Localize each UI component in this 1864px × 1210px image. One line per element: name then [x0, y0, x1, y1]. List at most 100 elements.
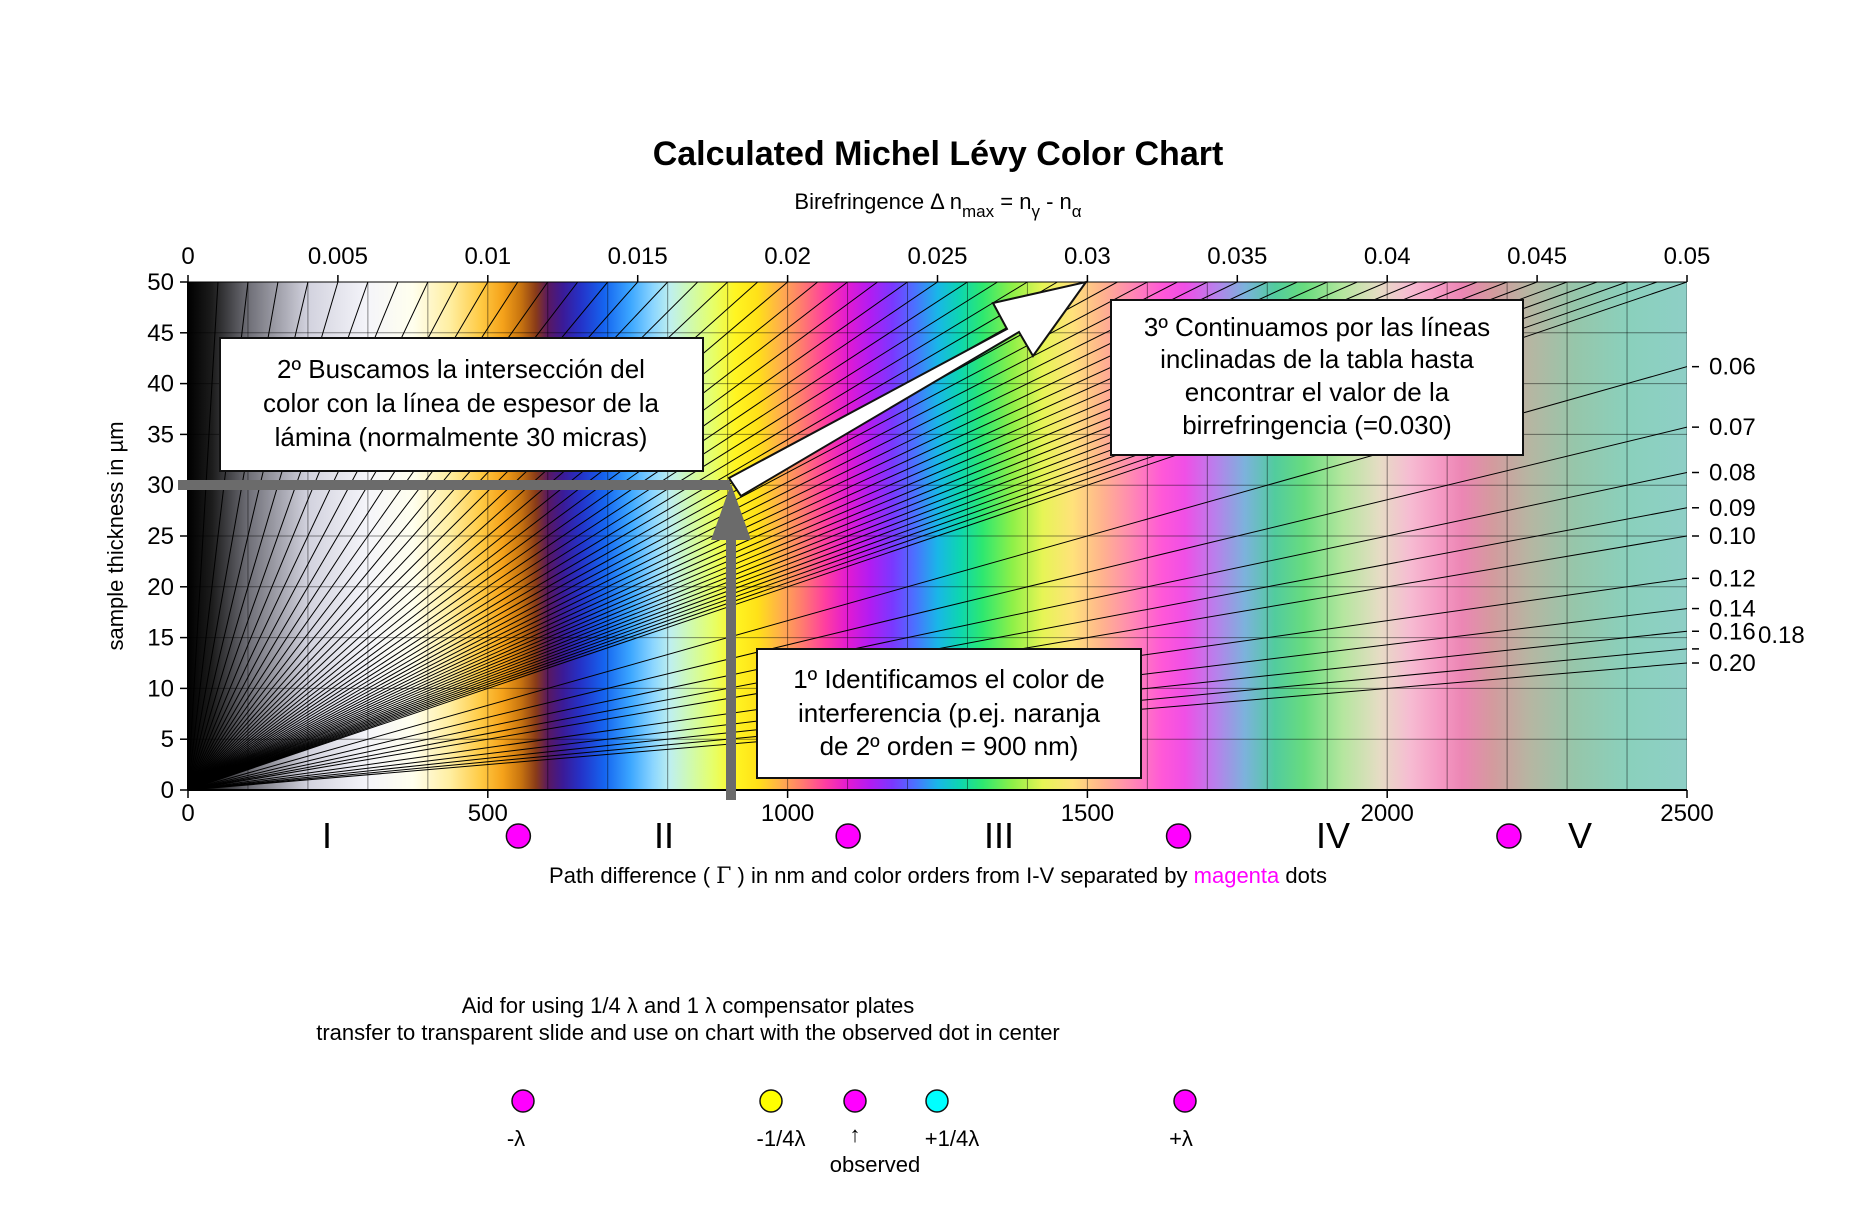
step1-line: 1º Identificamos el color de	[793, 664, 1105, 694]
left-tick-label: 35	[147, 421, 174, 448]
aid-dot-plus-quarter: +1/4λ	[925, 1089, 979, 1151]
right-birefringence-label: 0.07	[1709, 414, 1756, 441]
right-birefringence-label: 0.08	[1709, 460, 1756, 487]
top-tick-label: 0.04	[1364, 243, 1411, 270]
aid-dot-label: +λ	[1169, 1126, 1193, 1151]
bottom-tick-label: 500	[468, 800, 508, 827]
birefringence-line	[188, 282, 908, 790]
top-tick-label: 0.005	[308, 243, 368, 270]
left-tick-label: 0	[161, 777, 174, 804]
birefringence-line	[188, 282, 998, 790]
top-tick-label: 0.01	[464, 243, 511, 270]
observed-arrow-icon: ↑	[850, 1122, 861, 1147]
step3-line: inclinadas de la tabla hasta	[1160, 344, 1474, 374]
right-birefringence-label: 0.14	[1709, 596, 1756, 623]
top-tick-label: 0.05	[1664, 243, 1711, 270]
top-tick-label: 0.045	[1507, 243, 1567, 270]
birefringence-line	[188, 282, 818, 790]
bottom-axis-ticks: 0 500 1000 1500 2000 2500	[181, 790, 1714, 827]
order-label-IV: IV	[1316, 815, 1350, 856]
order-label-III: III	[984, 815, 1014, 856]
birefringence-line	[188, 282, 1058, 790]
top-axis-label-part: Δ	[930, 189, 945, 214]
order-separator-dot	[505, 823, 532, 849]
aid-dot-plus-lambda: +λ	[1169, 1089, 1197, 1151]
aid-dot	[1173, 1089, 1197, 1113]
aid-title: Aid for using 1/4 λ and 1 λ compensator …	[462, 993, 914, 1018]
aid-subtitle: transfer to transparent slide and use on…	[316, 1020, 1060, 1045]
birefringence-line	[188, 282, 878, 790]
aid-dot	[759, 1089, 783, 1113]
right-birefringence-label: 0.16	[1709, 618, 1756, 645]
birefringence-line	[188, 282, 1118, 790]
left-tick-label: 20	[147, 574, 174, 601]
top-tick-label: 0.035	[1207, 243, 1267, 270]
top-tick-label: 0.02	[764, 243, 811, 270]
x-axis-label-part: Path difference (	[549, 863, 716, 888]
aid-dot-label: -1/4λ	[757, 1126, 806, 1151]
aid-dot	[925, 1089, 949, 1113]
x-axis-label: Path difference ( Γ ) in nm and color or…	[549, 863, 1327, 889]
step1-line: interferencia (p.ej. naranja	[798, 698, 1101, 728]
right-birefringence-label: 0.18	[1758, 622, 1805, 649]
left-tick-label: 40	[147, 371, 174, 398]
birefringence-line	[188, 282, 1178, 790]
x-axis-label-magenta: magenta	[1194, 863, 1280, 888]
left-tick-label: 50	[147, 269, 174, 296]
right-birefringence-label: 0.12	[1709, 565, 1756, 592]
left-tick-label: 25	[147, 523, 174, 550]
top-tick-label: 0.03	[1064, 243, 1111, 270]
order-label-I: I	[322, 815, 332, 856]
step1-annotation: 1º Identificamos el color de interferenc…	[756, 648, 1142, 779]
step3-line: encontrar el valor de la	[1185, 377, 1450, 407]
right-birefringence-label: 0.06	[1709, 354, 1756, 381]
top-tick-label: 0	[181, 243, 194, 270]
top-axis-label-part: Birefringence	[794, 189, 930, 214]
aid-dot-minus-lambda: -λ	[507, 1089, 535, 1151]
step2-line: 2º Buscamos la intersección del	[277, 354, 645, 384]
top-axis-label-part: n	[944, 189, 962, 214]
x-axis-label-part: ) in nm and color orders from I-V separa…	[731, 863, 1193, 888]
bottom-tick-label: 1000	[761, 800, 814, 827]
right-birefringence-label: 0.09	[1709, 495, 1756, 522]
step3-annotation: 3º Continuamos por las líneas inclinadas…	[1110, 299, 1524, 456]
left-tick-label: 45	[147, 320, 174, 347]
left-tick-label: 30	[147, 472, 174, 499]
top-axis-label-subscript: max	[962, 202, 995, 221]
step2-annotation: 2º Buscamos la intersección del color co…	[219, 337, 704, 472]
right-birefringence-labels: 0.06 0.07 0.08 0.090.10 0.12 0.140.16 0.180.20	[1692, 354, 1805, 677]
step3-line: 3º Continuamos por las líneas	[1144, 312, 1490, 342]
order-label-V: V	[1568, 815, 1592, 856]
birefringence-line	[188, 426, 1687, 790]
left-tick-label: 10	[147, 675, 174, 702]
top-axis-label-subscript: α	[1072, 202, 1082, 221]
y-axis-label: sample thickness in µm	[103, 421, 128, 650]
top-tick-label: 0.025	[907, 243, 967, 270]
order-label-II: II	[654, 815, 674, 856]
birefringence-line	[188, 282, 1148, 790]
right-birefringence-label: 0.10	[1709, 523, 1756, 550]
order-separator-dot	[835, 823, 861, 849]
left-tick-label: 15	[147, 625, 174, 652]
top-axis-label-part: - n	[1040, 189, 1072, 214]
order-separator-dots	[505, 823, 1522, 849]
birefringence-line	[188, 282, 968, 790]
aid-dot	[843, 1089, 867, 1113]
top-axis-label-subscript: γ	[1031, 202, 1040, 221]
birefringence-line	[188, 282, 938, 790]
aid-dot-label: +1/4λ	[925, 1126, 979, 1151]
aid-dot-observed: ↑ observed	[830, 1089, 921, 1177]
birefringence-line	[188, 282, 1028, 790]
birefringence-line	[188, 282, 848, 790]
top-axis-label-part: = n	[994, 189, 1031, 214]
top-axis-label: Birefringence Δ nmax = nγ - nα	[794, 189, 1081, 221]
observed-label: observed	[830, 1152, 921, 1177]
step3-arrow-icon	[727, 280, 1089, 498]
bottom-tick-label: 2500	[1660, 800, 1713, 827]
birefringence-line	[188, 282, 219, 790]
aid-dot-minus-quarter: -1/4λ	[757, 1089, 806, 1151]
x-axis-label-part: dots	[1279, 863, 1327, 888]
step1-line: de 2º orden = 900 nm)	[820, 731, 1079, 761]
birefringence-line	[188, 282, 1208, 790]
